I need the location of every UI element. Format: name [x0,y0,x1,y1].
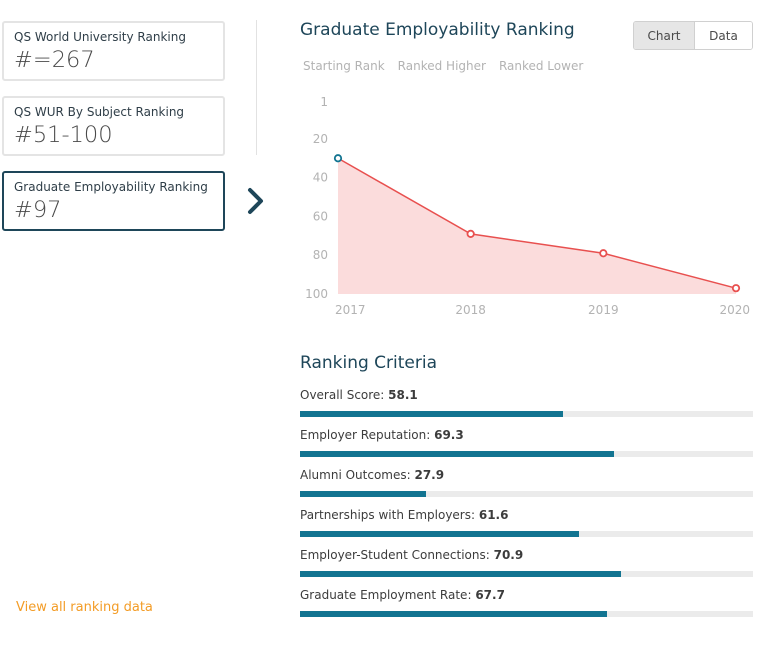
rank-area [338,158,736,294]
score-bar-fill [300,451,614,457]
score-bar-track [300,411,753,417]
ranking-card-subject[interactable]: QS WUR By Subject Ranking #51-100 [2,96,225,156]
criterion-text: Overall Score: 58.1 [300,387,753,403]
criterion-label: Overall Score: [300,388,389,402]
score-bar-track [300,611,753,617]
criterion-score: 27.9 [414,468,445,482]
chart-filters: Starting Rank Ranked Higher Ranked Lower [303,59,583,73]
criterion-text: Partnerships with Employers: 61.6 [300,507,753,523]
criterion-text: Alumni Outcomes: 27.9 [300,467,753,483]
rank-point [599,249,608,258]
criterion-row: Graduate Employment Rate: 67.7 [300,587,753,627]
criterion-label: Graduate Employment Rate: [300,588,476,602]
x-tick-label: 2018 [455,303,486,317]
criterion-row: Employer Reputation: 69.3 [300,427,753,467]
filter-ranked-lower[interactable]: Ranked Lower [498,59,584,73]
ranking-card-label: QS World University Ranking [14,30,186,44]
score-bar-fill [300,611,607,617]
criterion-row: Employer-Student Connections: 70.9 [300,547,753,587]
y-tick-label: 40 [313,171,328,185]
criterion-row: Partnerships with Employers: 61.6 [300,507,753,547]
score-bar-fill [300,531,580,537]
criteria-list: Overall Score: 58.1 Employer Reputation: … [300,387,753,627]
ranking-card-value: #=267 [14,47,95,73]
filter-ranked-higher[interactable]: Ranked Higher [397,59,486,73]
y-tick-label: 100 [305,287,328,301]
criterion-score: 70.9 [493,548,524,562]
criterion-score: 61.6 [478,508,509,522]
chevron-right-icon [248,188,263,214]
y-tick-label: 60 [313,209,328,223]
ranking-card-label: QS WUR By Subject Ranking [14,105,185,119]
criterion-label: Employer Reputation: [300,428,435,442]
rank-line [337,157,737,289]
view-toggle: Chart Data [633,21,753,50]
score-bar-track [300,451,753,457]
score-bar-track [300,571,753,577]
y-tick-label: 1 [320,95,328,109]
view-all-ranking-link[interactable]: View all ranking data [16,600,153,615]
x-tick-label: 2020 [719,303,750,317]
y-tick-label: 20 [313,132,328,146]
ranking-card-value: #51-100 [14,122,113,148]
criterion-label: Partnerships with Employers: [300,508,479,522]
score-bar-fill [300,571,622,577]
ranking-card-label: Graduate Employability Ranking [14,180,208,194]
criterion-text: Employer Reputation: 69.3 [300,427,753,443]
chart-view-button[interactable]: Chart [634,22,695,49]
rank-point [333,154,343,163]
rank-point [731,284,741,293]
criterion-score: 58.1 [388,388,418,402]
x-tick-label: 2017 [335,303,366,317]
ranking-card-employability[interactable]: Graduate Employability Ranking #97 [2,171,225,231]
criterion-text: Graduate Employment Rate: 67.7 [300,587,753,603]
criterion-text: Employer-Student Connections: 70.9 [300,547,753,563]
ranking-card-value: #97 [14,197,62,223]
score-bar-fill [300,491,427,497]
column-divider [256,20,257,155]
criteria-title: Ranking Criteria [300,353,438,373]
criterion-row: Alumni Outcomes: 27.9 [300,467,753,507]
rank-point [466,229,475,238]
y-tick-label: 80 [313,248,328,262]
criterion-score: 69.3 [434,428,464,442]
score-bar-fill [300,411,564,417]
criterion-score: 67.7 [475,588,505,602]
filter-starting-rank[interactable]: Starting Rank [303,59,385,73]
score-bar-track [300,491,753,497]
chart-title: Graduate Employability Ranking [300,20,575,40]
ranking-card-world[interactable]: QS World University Ranking #=267 [2,21,225,81]
criterion-label: Alumni Outcomes: [300,468,415,482]
data-view-button[interactable]: Data [695,22,752,49]
score-bar-track [300,531,753,537]
criterion-label: Employer-Student Connections: [300,548,494,562]
ranking-line-chart: 1 20 40 60 80 100 2017 2018 2019 2020 [305,95,750,317]
criterion-row: Overall Score: 58.1 [300,387,753,427]
x-tick-label: 2019 [588,303,619,317]
